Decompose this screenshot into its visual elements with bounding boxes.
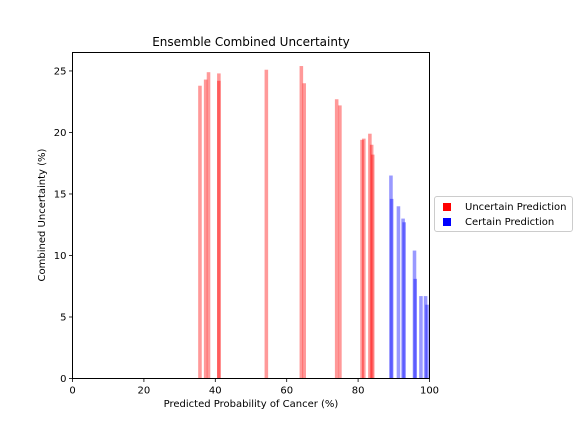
y-tick-label-0: 0	[60, 374, 66, 385]
bar-uncertain-1	[203, 79, 208, 379]
bar-uncertain-7	[302, 83, 306, 379]
bar-uncertain-11	[362, 138, 366, 379]
legend-swatch-uncertain	[443, 203, 451, 211]
bar-uncertain-14	[370, 154, 375, 379]
bar-uncertain-0	[198, 85, 202, 379]
bar-certain-7	[419, 296, 423, 379]
bar-certain-8	[423, 296, 428, 379]
legend: Uncertain Prediction Certain Prediction	[434, 196, 573, 232]
x-tick-label-2: 40	[209, 386, 222, 397]
plot-frame	[72, 52, 430, 379]
chart-title: Ensemble Combined Uncertainty	[152, 35, 350, 49]
y-tick-label-1: 5	[60, 312, 66, 323]
bar-uncertain-3	[217, 73, 221, 379]
bar-certain-2	[396, 206, 401, 379]
x-tick-label-4: 80	[352, 386, 365, 397]
bars-layer	[198, 66, 429, 379]
bar-uncertain-4	[217, 80, 221, 379]
bar-uncertain-12	[368, 133, 372, 379]
x-tick-label-5: 100	[420, 386, 439, 397]
axis-ticks: 0 20 40 60 80 100 0 5 10 15 20 25	[54, 66, 439, 396]
bar-uncertain-8	[334, 99, 339, 379]
y-tick-label-5: 25	[54, 66, 67, 77]
bar-certain-9	[425, 304, 429, 379]
legend-item-uncertain: Uncertain Prediction	[443, 200, 566, 214]
y-tick-label-2: 10	[54, 251, 67, 262]
bar-uncertain-10	[360, 139, 364, 379]
x-tick-label-3: 60	[280, 386, 293, 397]
legend-label-uncertain: Uncertain Prediction	[465, 201, 567, 213]
legend-swatch-certain	[443, 218, 451, 226]
bar-certain-0	[389, 175, 393, 379]
x-tick-label-1: 20	[138, 386, 151, 397]
bar-uncertain-2	[206, 72, 211, 379]
bar-uncertain-13	[369, 144, 374, 379]
y-axis-label: Combined Uncertainty (%)	[37, 148, 48, 281]
x-axis-label: Predicted Probability of Cancer (%)	[164, 399, 339, 410]
legend-item-certain: Certain Prediction	[443, 215, 554, 229]
bar-uncertain-6	[299, 66, 304, 379]
bar-uncertain-5	[264, 69, 269, 379]
bar-uncertain-9	[338, 105, 342, 379]
y-tick-label-4: 20	[54, 128, 67, 139]
legend-label-certain: Certain Prediction	[465, 216, 555, 228]
bar-certain-6	[413, 278, 418, 379]
bar-certain-3	[401, 218, 405, 379]
y-tick-label-3: 15	[54, 189, 67, 200]
x-tick-label-0: 0	[69, 386, 75, 397]
bar-certain-4	[402, 222, 406, 379]
bar-certain-5	[412, 250, 417, 379]
bar-certain-1	[389, 198, 394, 379]
